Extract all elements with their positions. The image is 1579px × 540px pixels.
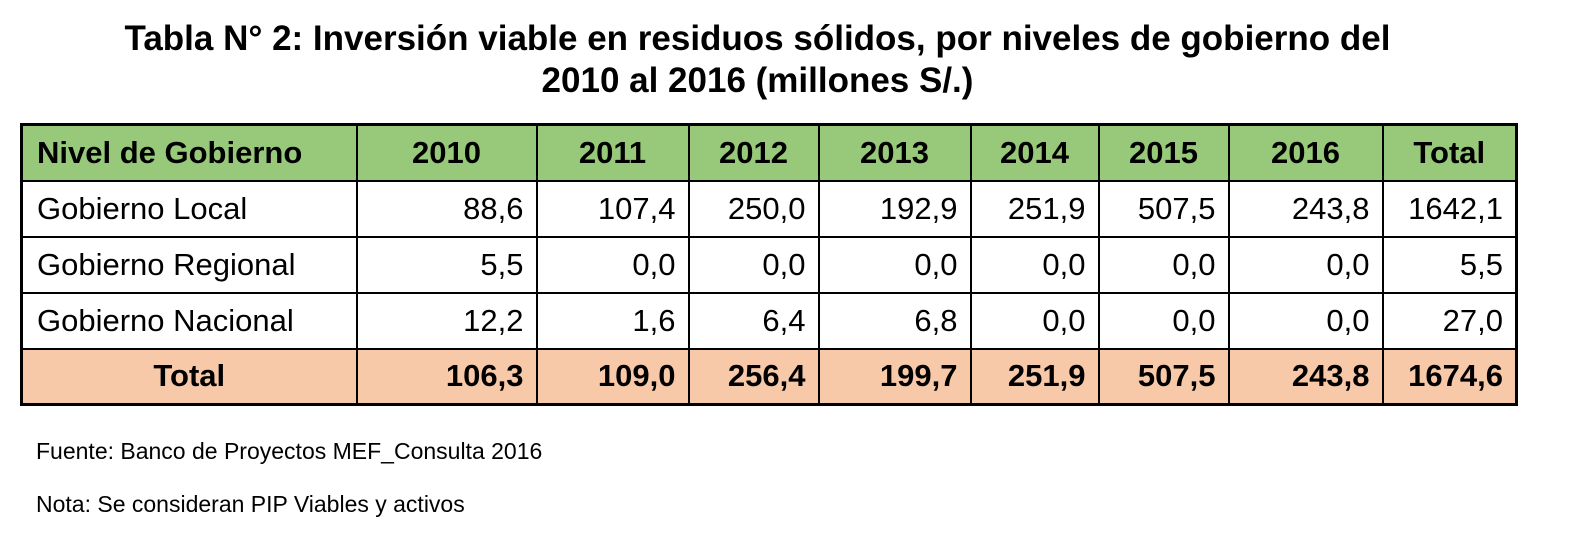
table-cell-total: 27,0 [1381, 291, 1518, 350]
table-cell: 0,0 [1227, 235, 1384, 294]
table-cell: 6,4 [687, 291, 820, 350]
header-cell-2014: 2014 [969, 123, 1100, 182]
total-cell: 199,7 [817, 347, 972, 406]
table-cell: 250,0 [687, 179, 820, 238]
nota-note: Nota: Se consideran PIP Viables y activo… [36, 491, 465, 517]
source-note: Fuente: Banco de Proyectos MEF_Consulta … [36, 438, 543, 464]
table-cell: 0,0 [1097, 235, 1230, 294]
grand-total-cell: 1674,6 [1381, 347, 1518, 406]
table-cell: 5,5 [355, 235, 538, 294]
table-cell: 507,5 [1097, 179, 1230, 238]
row-label: Gobierno Nacional [20, 291, 358, 350]
total-cell: 106,3 [355, 347, 538, 406]
total-cell: 256,4 [687, 347, 820, 406]
table-cell: 0,0 [817, 235, 972, 294]
header-cell-2013: 2013 [817, 123, 972, 182]
table-cell: 192,9 [817, 179, 972, 238]
total-cell: 507,5 [1097, 347, 1230, 406]
table-cell: 107,4 [535, 179, 690, 238]
table-cell: 0,0 [969, 291, 1100, 350]
table-cell: 12,2 [355, 291, 538, 350]
header-row: Nivel de Gobierno 2010 2011 2012 2013 20… [20, 123, 1518, 182]
table-cell: 6,8 [817, 291, 972, 350]
header-cell-2016: 2016 [1227, 123, 1384, 182]
header-cell-total: Total [1381, 123, 1518, 182]
row-label: Gobierno Local [20, 179, 358, 238]
table-cell: 1,6 [535, 291, 690, 350]
table-cell: 0,0 [1097, 291, 1230, 350]
table-title-line-1: Tabla N° 2: Inversión viable en residuos… [124, 19, 1391, 58]
table-cell: 251,9 [969, 179, 1100, 238]
header-cell-2011: 2011 [535, 123, 690, 182]
investment-table: Nivel de Gobierno 2010 2011 2012 2013 20… [20, 123, 1518, 406]
table-cell: 0,0 [687, 235, 820, 294]
header-cell-nivel: Nivel de Gobierno [20, 123, 358, 182]
header-cell-2012: 2012 [687, 123, 820, 182]
table-row-gobierno-local: Gobierno Local 88,6 107,4 250,0 192,9 25… [20, 179, 1518, 238]
table-cell-total: 5,5 [1381, 235, 1518, 294]
table-row-gobierno-nacional: Gobierno Nacional 12,2 1,6 6,4 6,8 0,0 0… [20, 291, 1518, 350]
table-cell: 0,0 [969, 235, 1100, 294]
table-cell: 0,0 [535, 235, 690, 294]
table-row-gobierno-regional: Gobierno Regional 5,5 0,0 0,0 0,0 0,0 0,… [20, 235, 1518, 294]
header-cell-2015: 2015 [1097, 123, 1230, 182]
table-title: Tabla N° 2: Inversión viable en residuos… [20, 18, 1495, 102]
table-title-line-2: 2010 al 2016 (millones S/.) [541, 61, 974, 100]
table-cell: 0,0 [1227, 291, 1384, 350]
table-cell-total: 1642,1 [1381, 179, 1518, 238]
total-cell: 251,9 [969, 347, 1100, 406]
table-row-total: Total 106,3 109,0 256,4 199,7 251,9 507,… [20, 347, 1518, 406]
table-cell: 88,6 [355, 179, 538, 238]
total-cell: 109,0 [535, 347, 690, 406]
table-cell: 243,8 [1227, 179, 1384, 238]
row-label: Gobierno Regional [20, 235, 358, 294]
header-cell-2010: 2010 [355, 123, 538, 182]
total-cell: 243,8 [1227, 347, 1384, 406]
total-row-label: Total [20, 347, 358, 406]
